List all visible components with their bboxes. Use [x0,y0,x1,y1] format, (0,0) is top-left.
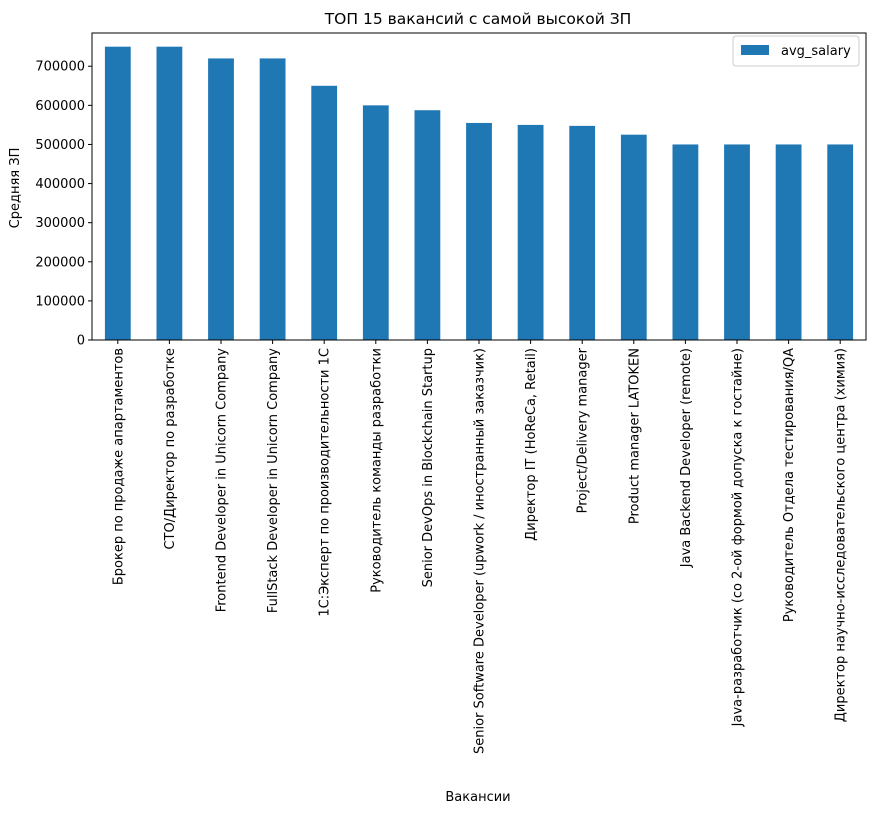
y-tick-label: 400000 [35,177,85,192]
bar [775,144,802,340]
x-tick-label: Java Backend Developer (remote) [679,348,694,568]
y-tick-label: 300000 [35,216,85,231]
x-tick-label: Senior DevOps in Blockchain Startup [421,348,436,587]
plot-area: 0 100000 200000 300000 400000 500000 600000 700… [35,32,867,754]
legend: avg_salary [732,35,860,67]
bar [104,46,131,340]
y-tick-label: 500000 [35,138,85,153]
bar [156,46,183,340]
legend-label: avg_salary [781,44,851,59]
x-tick-label: Руководитель команды разработки [369,348,384,593]
y-tick-label: 600000 [35,99,85,114]
x-axis-label: Вакансии [445,790,510,805]
bar [724,144,750,340]
x-tick-label: Senior Software Developer (upwork / инос… [473,348,488,754]
x-tick-label: Брокер по продаже апартаментов [111,348,126,585]
x-tick-label: Директор IT (HoReCa, Retail) [524,348,539,541]
bar [569,125,596,340]
legend-frame [732,35,860,67]
x-tick-label: Java-разработчик (со 2-ой формой допуска… [731,348,746,727]
x-tick-label: FullStack Developer in Unicorn Company [266,348,281,613]
bar [620,134,647,340]
x-tick-label: 1С:Эксперт по производительности 1С [318,348,333,617]
bar [672,144,699,340]
chart-title: ТОП 15 вакансий с самой высокой ЗП [324,10,632,28]
y-axis-label: Средняя ЗП [8,148,23,229]
bar [517,124,544,341]
x-tick-label: CTO/Директор по разработке [163,348,178,550]
x-tick-label: Project/Delivery manager [576,347,591,513]
x-tick-label: Product manager LATOKEN [627,348,642,524]
bar [466,122,492,341]
y-tick-label: 0 [77,334,85,349]
bar [208,58,234,341]
x-tick-label: Frontend Developer in Unicorn Company [215,348,230,613]
bar [311,85,338,341]
y-tick-label: 700000 [35,60,85,75]
bar [259,58,286,341]
y-tick-label: 200000 [35,255,85,270]
x-tick-label: Директор научно-исследовательского центр… [834,348,849,722]
bar [414,110,441,340]
bar [362,105,389,341]
bar [827,144,854,340]
legend-swatch [741,45,769,55]
x-tick-label: Руководитель Отдела тестирования/QA [782,348,797,622]
y-tick-label: 100000 [35,294,85,309]
